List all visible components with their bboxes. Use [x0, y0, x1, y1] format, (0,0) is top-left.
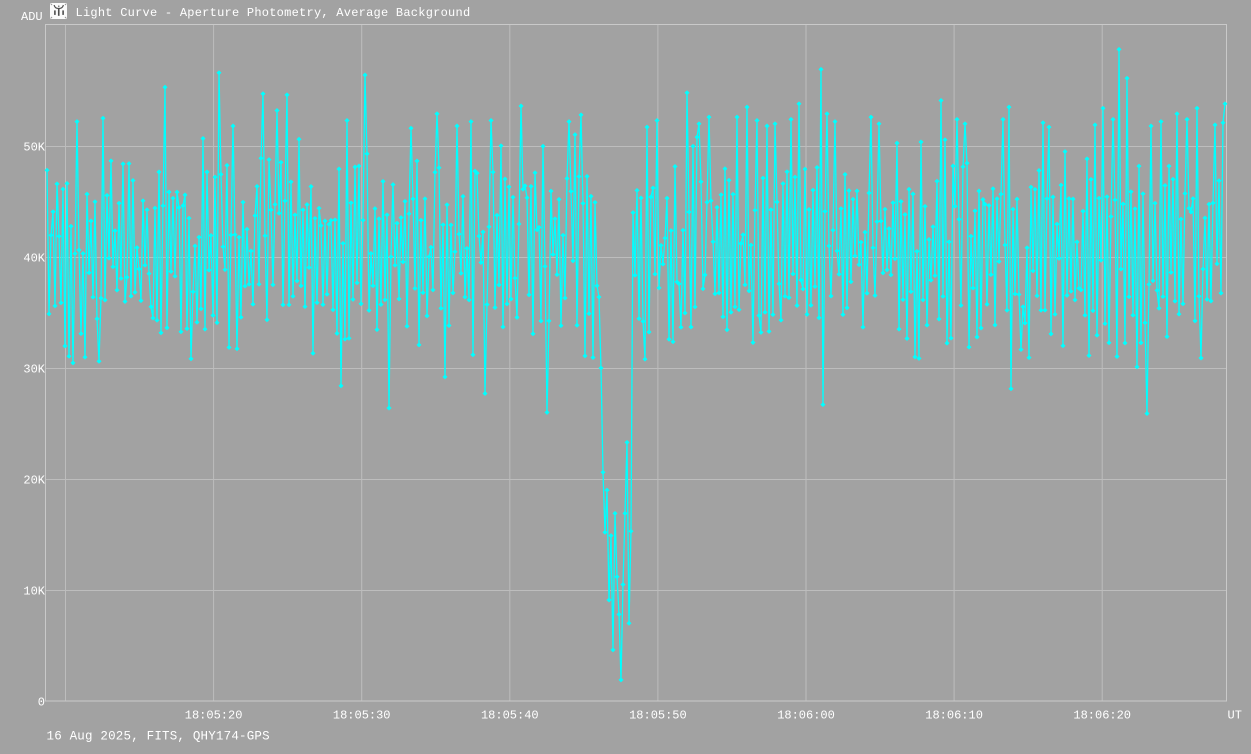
- svg-text:18:06:10: 18:06:10: [925, 709, 983, 723]
- svg-text:40K: 40K: [23, 252, 45, 266]
- svg-text:50K: 50K: [23, 141, 45, 155]
- svg-text:30K: 30K: [23, 363, 45, 377]
- svg-text:18:06:00: 18:06:00: [777, 709, 835, 723]
- svg-text:20K: 20K: [23, 474, 45, 488]
- svg-text:ADU: ADU: [21, 10, 43, 24]
- svg-text:18:05:20: 18:05:20: [185, 709, 243, 723]
- svg-text:0: 0: [38, 696, 45, 710]
- svg-text:16 Aug 2025, FITS, QHY174-GPS: 16 Aug 2025, FITS, QHY174-GPS: [47, 730, 270, 744]
- svg-text:18:05:40: 18:05:40: [481, 709, 539, 723]
- svg-text:UT: UT: [1228, 709, 1242, 723]
- svg-text:Light Curve - Aperture Photome: Light Curve - Aperture Photometry, Avera…: [76, 6, 471, 20]
- svg-text:18:05:50: 18:05:50: [629, 709, 687, 723]
- svg-text:10K: 10K: [23, 585, 45, 599]
- svg-text:18:05:30: 18:05:30: [333, 709, 391, 723]
- svg-text:18:06:20: 18:06:20: [1073, 709, 1131, 723]
